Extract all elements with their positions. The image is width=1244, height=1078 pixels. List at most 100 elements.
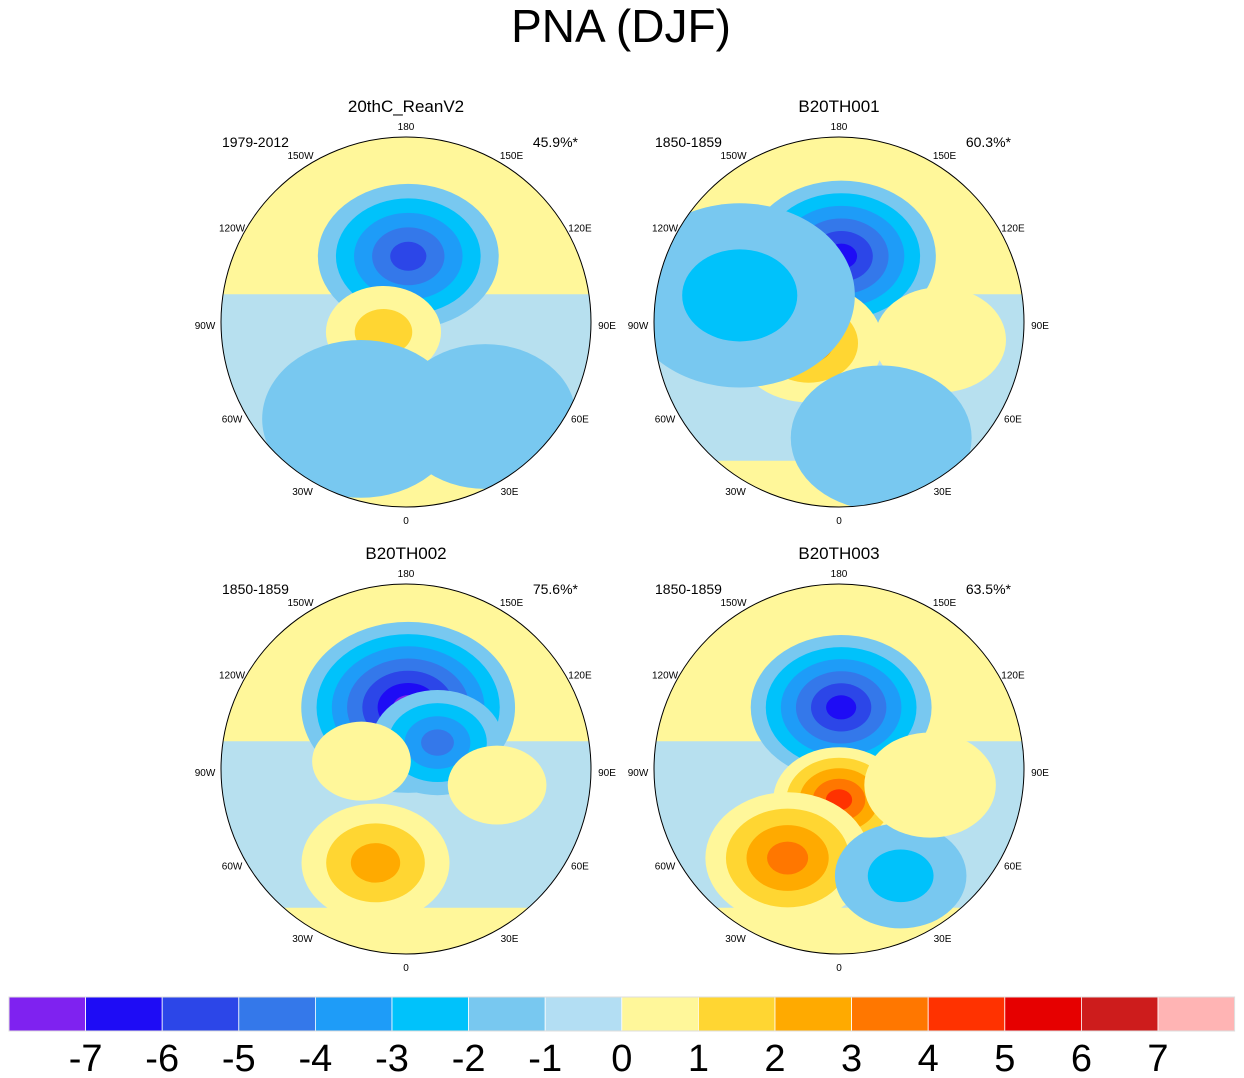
variance-label: 60.3%* xyxy=(966,134,1012,150)
lon-label: 60W xyxy=(655,415,676,426)
lon-label: 0 xyxy=(403,516,409,527)
colorbar-frame xyxy=(8,996,1236,1032)
map-boundary xyxy=(220,136,592,508)
lon-label: 150E xyxy=(933,151,957,162)
contour-level xyxy=(767,841,809,875)
lon-label: 30W xyxy=(292,487,313,498)
lon-label: 90W xyxy=(195,321,216,332)
lon-label: 120W xyxy=(652,671,679,682)
variance-label: 63.5%* xyxy=(966,581,1012,597)
period-label: 1850-1859 xyxy=(222,581,289,597)
colorbar-swatch xyxy=(468,996,546,1032)
colorbar-swatch xyxy=(774,996,852,1032)
lon-label: 150W xyxy=(720,598,747,609)
colorbar-swatch xyxy=(1157,996,1235,1032)
lon-label: 30W xyxy=(725,487,746,498)
lon-label: 120E xyxy=(1001,224,1025,235)
lon-label: 30W xyxy=(725,934,746,945)
variance-label: 75.6%* xyxy=(533,581,579,597)
colorbar-swatch xyxy=(1004,996,1082,1032)
lon-label: 0 xyxy=(836,516,842,527)
contour-level xyxy=(394,344,576,489)
colorbar-tick-label: 1 xyxy=(688,1038,709,1078)
colorbar-tick-label: 4 xyxy=(918,1038,939,1078)
colorbar-tick-label: 3 xyxy=(841,1038,862,1078)
contour-level xyxy=(312,721,411,801)
lon-label: 120E xyxy=(568,224,592,235)
colorbar-tick-label: -3 xyxy=(375,1038,409,1078)
period-label: 1850-1859 xyxy=(655,581,722,597)
lon-label: 90E xyxy=(1031,321,1049,332)
lon-label: 30E xyxy=(934,934,952,945)
lon-label: 30W xyxy=(292,934,313,945)
lon-label: 180 xyxy=(831,122,848,133)
colorbar-swatch xyxy=(621,996,699,1032)
colorbar-tick-label: -2 xyxy=(452,1038,486,1078)
variance-label: 45.9%* xyxy=(533,134,579,150)
polar-panel-4: 180 150E 120E 90E 60E 30E 0 30W 60W 90W 120W 150W B2… xyxy=(628,544,1050,974)
colorbar-tick-label: 2 xyxy=(764,1038,785,1078)
map-boundary xyxy=(653,136,1025,508)
colorbar-tick-label: 0 xyxy=(611,1038,632,1078)
panel-title: B20TH003 xyxy=(798,544,879,563)
lon-label: 60E xyxy=(1004,415,1022,426)
colorbar-swatch xyxy=(544,996,623,1032)
lon-label: 180 xyxy=(398,122,415,133)
lon-label: 60W xyxy=(655,862,676,873)
contour-level xyxy=(447,745,547,825)
contour-level xyxy=(874,287,1006,393)
map-boundary xyxy=(220,583,592,955)
field-layer xyxy=(221,137,591,507)
lon-label: 30E xyxy=(501,487,519,498)
lon-label: 0 xyxy=(836,963,842,974)
colorbar-tick-label: -6 xyxy=(145,1038,179,1078)
colorbar-swatch xyxy=(927,996,1006,1032)
lon-label: 180 xyxy=(398,569,415,580)
period-label: 1979-2012 xyxy=(222,134,289,150)
lon-label: 120E xyxy=(568,671,592,682)
figure-title: PNA (DJF) xyxy=(511,0,731,52)
contour-level xyxy=(682,249,798,342)
lon-label: 150W xyxy=(287,151,314,162)
colorbar-swatch xyxy=(238,996,316,1032)
colorbar-swatch xyxy=(85,996,163,1032)
lon-label: 120W xyxy=(652,224,679,235)
lon-label: 60E xyxy=(1004,862,1022,873)
colorbar-swatch xyxy=(161,996,240,1032)
polar-panel-1: 180 150E 120E 90E 60E 30E 0 30W 60W 90W 120W 150W 20… xyxy=(195,97,617,527)
lon-label: 150E xyxy=(500,598,524,609)
colorbar-tick-label: -4 xyxy=(299,1038,333,1078)
colorbar-tick-label: -7 xyxy=(69,1038,103,1078)
colorbar-swatch xyxy=(698,996,776,1032)
lon-label: 90W xyxy=(628,768,649,779)
contour-level xyxy=(864,732,996,838)
lon-label: 90E xyxy=(598,321,616,332)
colorbar-swatch xyxy=(314,996,393,1032)
contour-level xyxy=(350,843,401,883)
contour-level xyxy=(867,849,934,903)
lon-label: 180 xyxy=(831,569,848,580)
field-layer xyxy=(221,584,591,954)
lon-label: 90W xyxy=(628,321,649,332)
field-layer xyxy=(654,137,1024,507)
panels: 180 150E 120E 90E 60E 30E 0 30W 60W 90W 120W 150W 20… xyxy=(195,97,1050,974)
lon-label: 120E xyxy=(1001,671,1025,682)
colorbar-swatch xyxy=(8,996,86,1032)
lon-label: 30E xyxy=(501,934,519,945)
panel-title: B20TH001 xyxy=(798,97,879,116)
colorbar: -7 -6 -5 -4 -3 -2 -1 0 1 2 3 4 5 6 7 xyxy=(8,996,1236,1078)
colorbar-swatch xyxy=(851,996,929,1032)
panel-title: B20TH002 xyxy=(365,544,446,563)
lon-label: 90E xyxy=(1031,768,1049,779)
lon-label: 120W xyxy=(219,224,246,235)
colorbar-tick-label: 6 xyxy=(1071,1038,1092,1078)
lon-label: 150W xyxy=(287,598,314,609)
period-label: 1850-1859 xyxy=(655,134,722,150)
contour-level xyxy=(790,365,972,507)
field-layer xyxy=(654,584,1024,954)
lon-label: 60E xyxy=(571,415,589,426)
map-boundary xyxy=(653,583,1025,955)
lon-label: 150E xyxy=(933,598,957,609)
contour-level xyxy=(421,729,454,756)
colorbar-swatch xyxy=(391,996,469,1032)
